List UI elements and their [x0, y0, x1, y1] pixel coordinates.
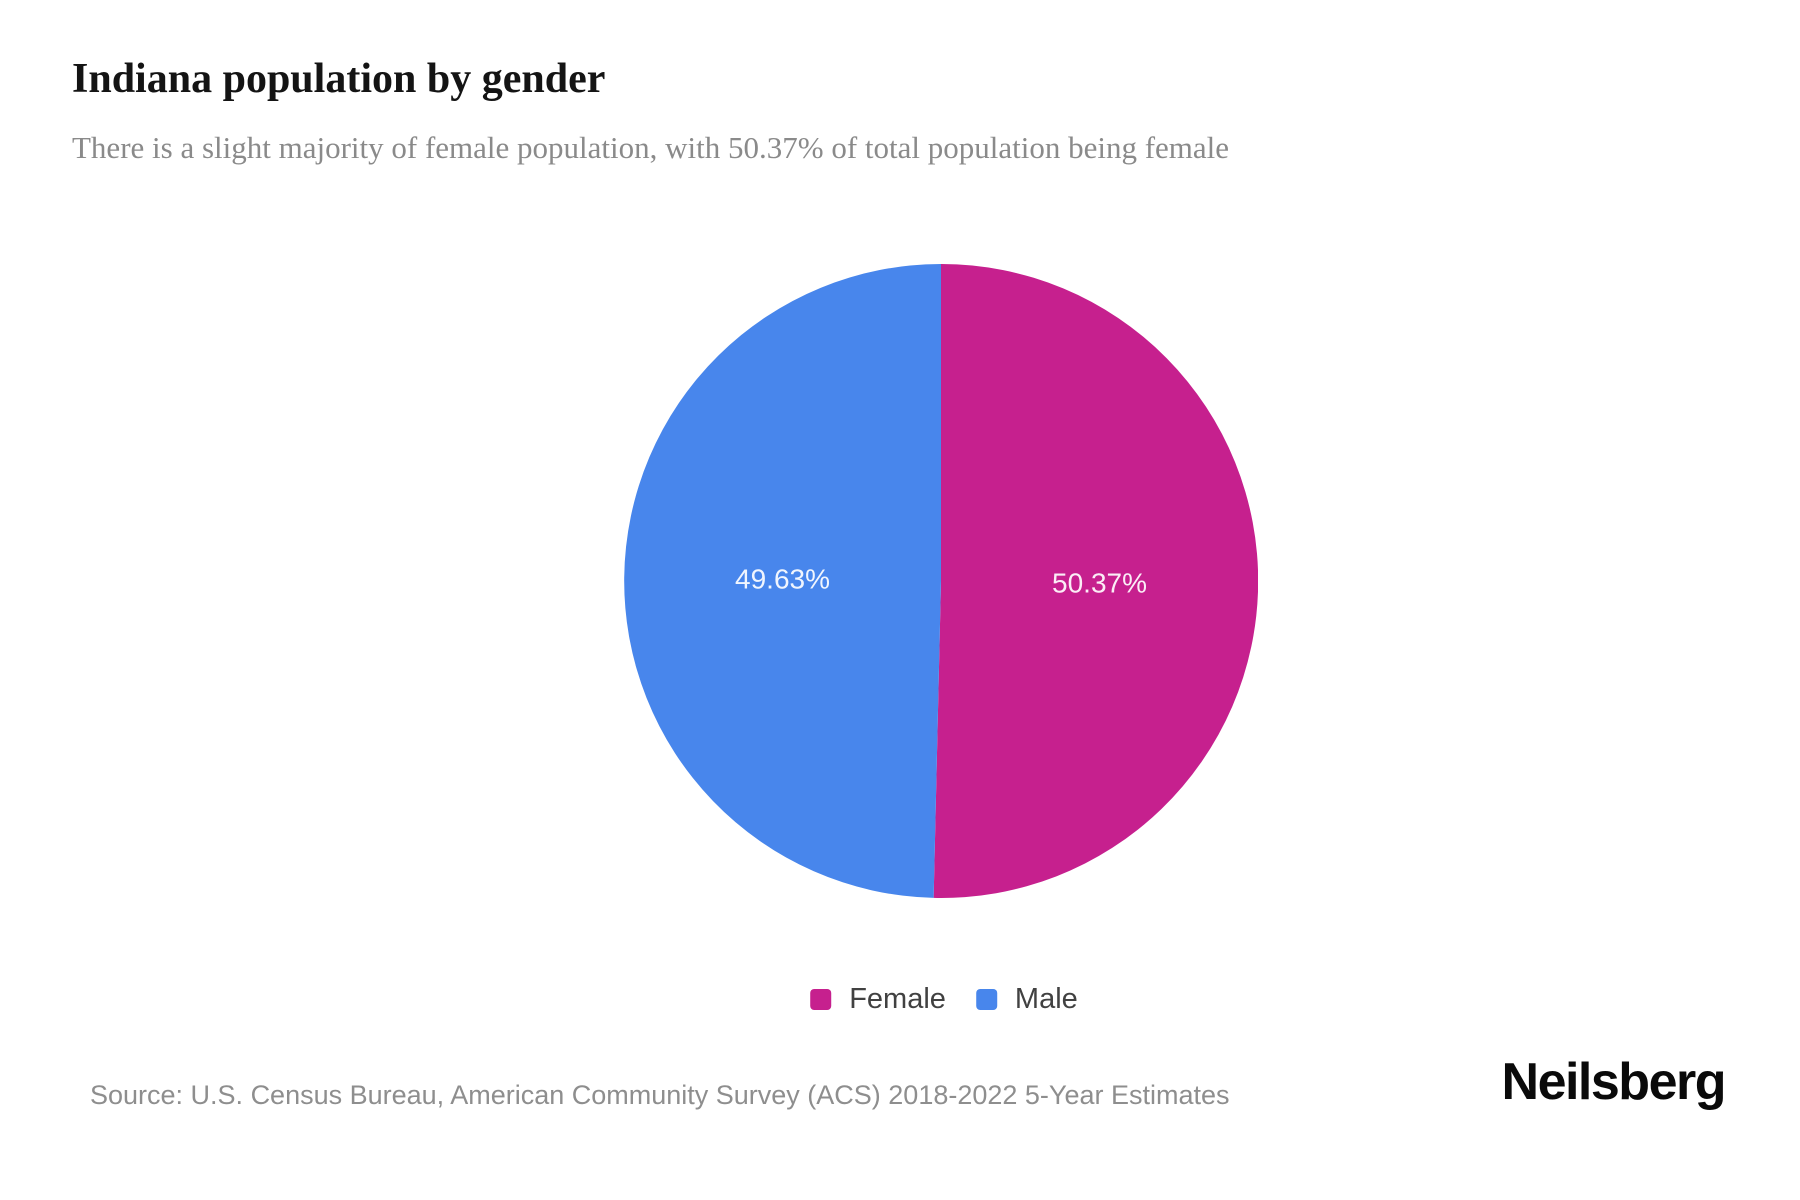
legend: Female Male — [810, 983, 1078, 1016]
legend-item-male[interactable]: Male — [975, 983, 1078, 1016]
legend-swatch-female-icon — [810, 989, 832, 1010]
pie-slice-female[interactable] — [933, 264, 1258, 898]
source-text: Source: U.S. Census Bureau, American Com… — [90, 1080, 1230, 1110]
legend-item-label: Female — [849, 983, 946, 1015]
pie-chart-area: 50.37% 49.63% — [624, 264, 1258, 898]
pie-label-female: 50.37% — [1052, 567, 1147, 598]
pie-chart: 50.37% 49.63% — [624, 264, 1258, 898]
page-subtitle: There is a slight majority of female pop… — [72, 130, 1230, 165]
legend-item-label: Male — [1014, 983, 1078, 1015]
page-title: Indiana population by gender — [72, 56, 606, 102]
legend-swatch-male-icon — [975, 989, 997, 1010]
pie-slice-male[interactable] — [624, 264, 941, 898]
brand-logo: Neilsberg — [1501, 1053, 1727, 1111]
pie-label-male: 49.63% — [735, 564, 830, 595]
legend-item-female[interactable]: Female — [810, 983, 946, 1016]
